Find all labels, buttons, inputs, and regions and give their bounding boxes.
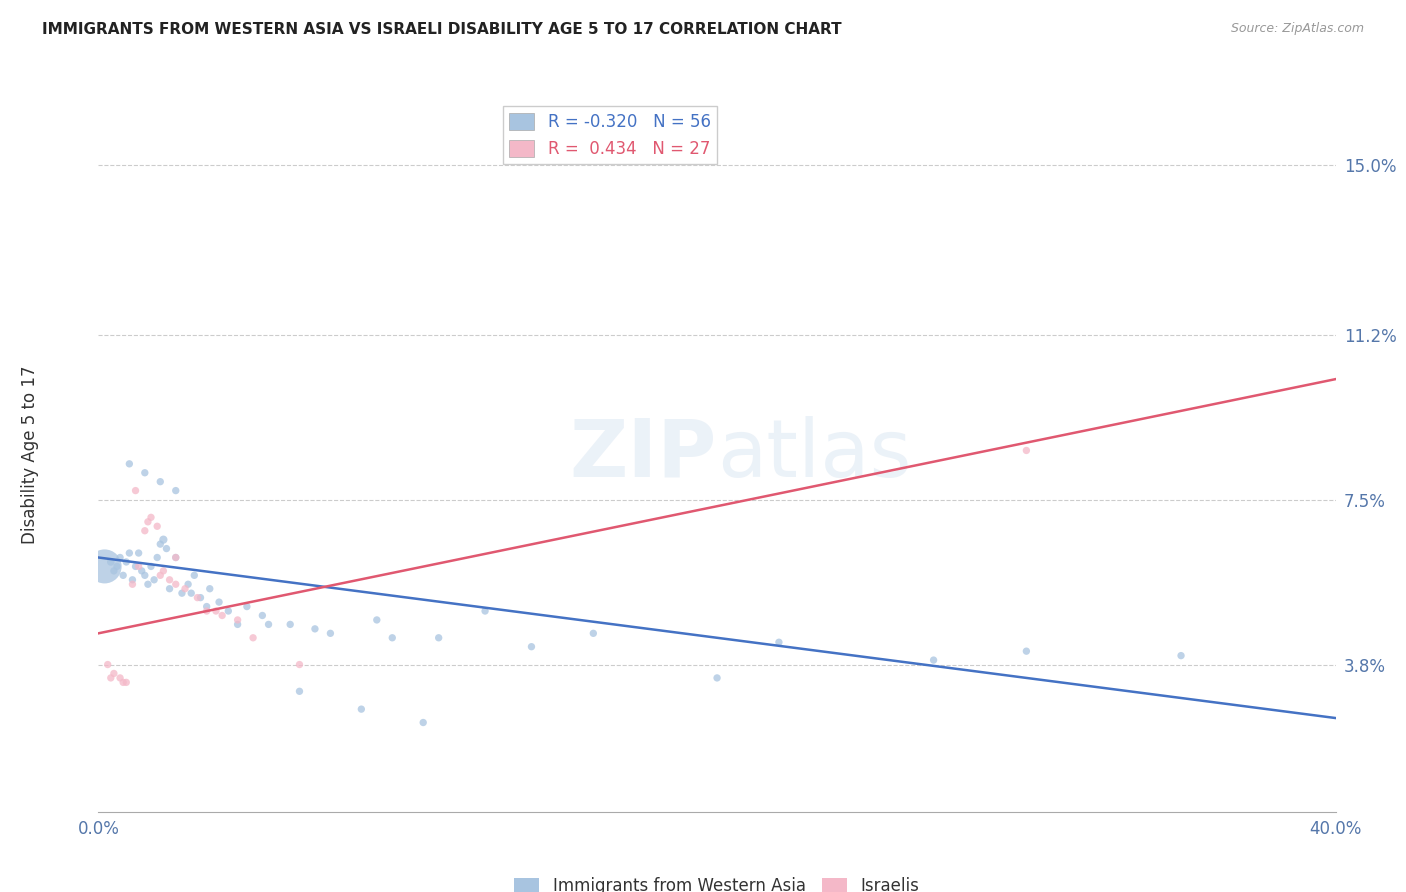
Point — [128, 546, 150, 560]
Legend: Immigrants from Western Asia, Israelis: Immigrants from Western Asia, Israelis — [508, 870, 927, 892]
Point — [768, 635, 790, 649]
Point — [706, 671, 728, 685]
Point — [195, 604, 218, 618]
Point — [118, 457, 141, 471]
Point — [152, 564, 174, 578]
Point — [319, 626, 342, 640]
Point — [195, 599, 218, 614]
Point — [143, 573, 166, 587]
Point — [115, 555, 138, 569]
Point — [412, 715, 434, 730]
Point — [155, 541, 177, 556]
Point — [252, 608, 274, 623]
Text: Source: ZipAtlas.com: Source: ZipAtlas.com — [1230, 22, 1364, 36]
Point — [139, 559, 162, 574]
Point — [112, 568, 135, 582]
Point — [149, 475, 172, 489]
Point — [1015, 443, 1038, 458]
Point — [121, 577, 143, 591]
Point — [105, 559, 128, 574]
Point — [1015, 644, 1038, 658]
Point — [1170, 648, 1192, 663]
Point — [146, 519, 169, 533]
Point — [922, 653, 945, 667]
Point — [165, 550, 187, 565]
Point — [366, 613, 388, 627]
Point — [100, 555, 122, 569]
Point — [165, 577, 187, 591]
Point — [108, 550, 131, 565]
Point — [134, 568, 156, 582]
Point — [211, 608, 233, 623]
Point — [288, 684, 311, 698]
Point — [100, 671, 122, 685]
Point — [582, 626, 605, 640]
Point — [149, 568, 172, 582]
Text: Disability Age 5 to 17: Disability Age 5 to 17 — [21, 366, 39, 544]
Point — [128, 559, 150, 574]
Point — [278, 617, 301, 632]
Point — [103, 564, 125, 578]
Point — [205, 604, 228, 618]
Point — [170, 586, 193, 600]
Point — [474, 604, 496, 618]
Point — [112, 675, 135, 690]
Point — [103, 666, 125, 681]
Point — [242, 631, 264, 645]
Point — [186, 591, 208, 605]
Point — [198, 582, 221, 596]
Point — [134, 466, 156, 480]
Point — [427, 631, 450, 645]
Text: atlas: atlas — [717, 416, 911, 494]
Point — [146, 550, 169, 565]
Point — [381, 631, 404, 645]
Point — [165, 483, 187, 498]
Point — [190, 591, 212, 605]
Point — [124, 559, 146, 574]
Point — [136, 577, 159, 591]
Point — [183, 568, 205, 582]
Point — [288, 657, 311, 672]
Point — [226, 613, 249, 627]
Point — [236, 599, 259, 614]
Point — [165, 550, 187, 565]
Point — [97, 657, 120, 672]
Point — [136, 515, 159, 529]
Point — [226, 617, 249, 632]
Point — [149, 537, 172, 551]
Point — [152, 533, 174, 547]
Point — [118, 546, 141, 560]
Point — [134, 524, 156, 538]
Point — [350, 702, 373, 716]
Point — [174, 582, 197, 596]
Point — [159, 582, 181, 596]
Point — [131, 564, 153, 578]
Point — [520, 640, 543, 654]
Point — [115, 675, 138, 690]
Point — [180, 586, 202, 600]
Point — [93, 559, 115, 574]
Point — [177, 577, 200, 591]
Point — [124, 483, 146, 498]
Text: ZIP: ZIP — [569, 416, 717, 494]
Point — [304, 622, 326, 636]
Text: IMMIGRANTS FROM WESTERN ASIA VS ISRAELI DISABILITY AGE 5 TO 17 CORRELATION CHART: IMMIGRANTS FROM WESTERN ASIA VS ISRAELI … — [42, 22, 842, 37]
Point — [108, 671, 131, 685]
Point — [139, 510, 162, 524]
Point — [208, 595, 231, 609]
Point — [217, 604, 239, 618]
Point — [257, 617, 280, 632]
Point — [159, 573, 181, 587]
Point — [121, 573, 143, 587]
